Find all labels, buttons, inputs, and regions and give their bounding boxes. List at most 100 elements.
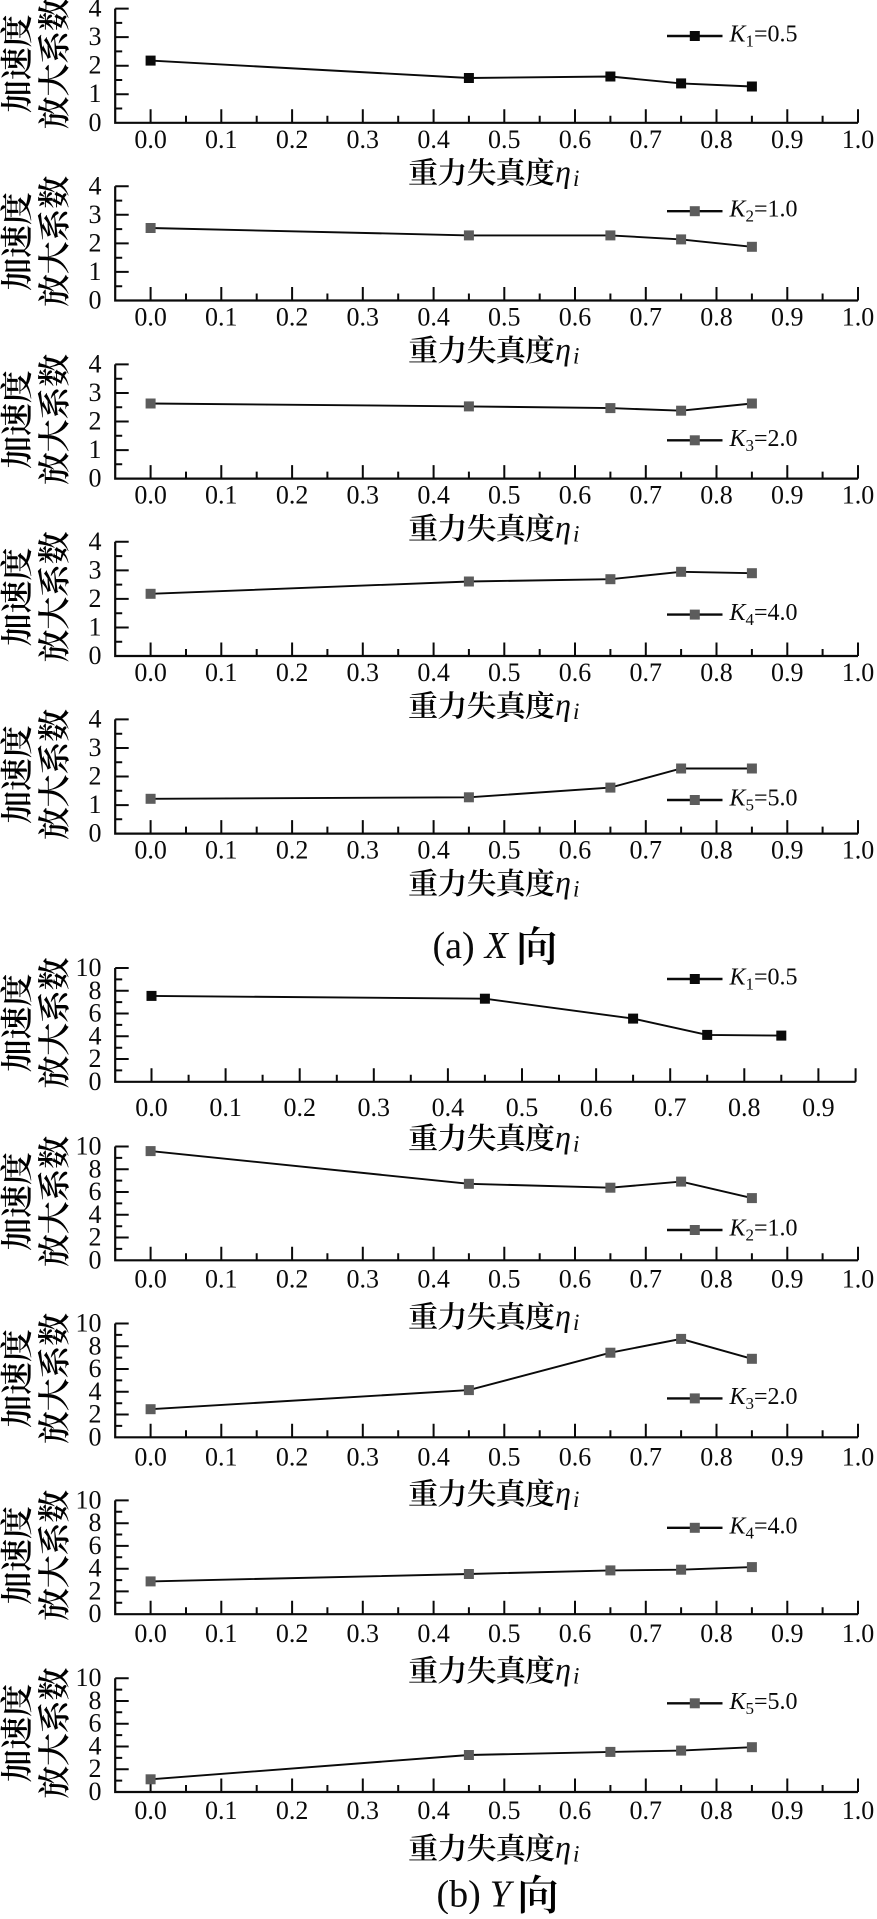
svg-text:4: 4 <box>89 1554 102 1583</box>
svg-text:0.6: 0.6 <box>559 1796 592 1825</box>
svg-text:0.3: 0.3 <box>347 1619 380 1648</box>
svg-text:1: 1 <box>89 79 102 108</box>
svg-text:0.0: 0.0 <box>134 1796 167 1825</box>
svg-text:2: 2 <box>89 1576 102 1605</box>
svg-text:(b): (b) <box>437 1874 481 1915</box>
svg-text:1.0: 1.0 <box>842 1619 875 1648</box>
svg-text:1: 1 <box>89 790 102 819</box>
svg-text:2: 2 <box>89 1400 102 1429</box>
svg-text:0.7: 0.7 <box>630 1796 663 1825</box>
svg-text:0.4: 0.4 <box>417 1796 450 1825</box>
svg-text:2: 2 <box>89 762 102 791</box>
svg-text:K5=5.0: K5=5.0 <box>729 1689 798 1718</box>
svg-text:0.5: 0.5 <box>506 1093 539 1122</box>
svg-text:6: 6 <box>89 1354 102 1383</box>
svg-text:4: 4 <box>89 1200 102 1229</box>
svg-text:0: 0 <box>89 1245 102 1274</box>
svg-text:0.2: 0.2 <box>283 1093 316 1122</box>
svg-text:0.4: 0.4 <box>417 658 450 687</box>
svg-text:0: 0 <box>89 819 102 848</box>
svg-text:2: 2 <box>89 584 102 613</box>
svg-text:4: 4 <box>89 171 102 200</box>
svg-text:8: 8 <box>89 1686 102 1715</box>
svg-text:4: 4 <box>89 1021 102 1050</box>
svg-text:0.4: 0.4 <box>417 1442 450 1471</box>
svg-text:3: 3 <box>89 378 102 407</box>
svg-text:6: 6 <box>89 999 102 1028</box>
svg-text:0.5: 0.5 <box>488 125 521 154</box>
svg-text:1.0: 1.0 <box>842 1796 875 1825</box>
svg-text:0.3: 0.3 <box>358 1093 391 1122</box>
svg-text:0.3: 0.3 <box>347 1442 380 1471</box>
svg-text:0.3: 0.3 <box>347 1796 380 1825</box>
svg-text:2: 2 <box>89 228 102 257</box>
svg-text:0.2: 0.2 <box>276 1442 309 1471</box>
svg-text:8: 8 <box>89 976 102 1005</box>
svg-text:0.2: 0.2 <box>276 658 309 687</box>
svg-text:0.6: 0.6 <box>559 481 592 510</box>
svg-text:0.7: 0.7 <box>630 1619 663 1648</box>
svg-text:0.6: 0.6 <box>559 125 592 154</box>
svg-text:0.8: 0.8 <box>728 1093 761 1122</box>
svg-text:0.6: 0.6 <box>559 658 592 687</box>
svg-text:0.0: 0.0 <box>134 481 167 510</box>
svg-text:0.3: 0.3 <box>347 658 380 687</box>
svg-text:10: 10 <box>76 1663 102 1692</box>
svg-text:0.2: 0.2 <box>276 125 309 154</box>
svg-text:10: 10 <box>76 1132 102 1161</box>
svg-text:3: 3 <box>89 200 102 229</box>
svg-text:3: 3 <box>89 555 102 584</box>
svg-text:1: 1 <box>89 613 102 642</box>
svg-text:0.1: 0.1 <box>205 658 238 687</box>
svg-text:0.2: 0.2 <box>276 1264 309 1293</box>
svg-text:0.3: 0.3 <box>347 303 380 332</box>
svg-text:(a): (a) <box>433 925 475 967</box>
svg-text:0.1: 0.1 <box>205 481 238 510</box>
svg-text:0.0: 0.0 <box>134 125 167 154</box>
svg-text:0.6: 0.6 <box>559 836 592 865</box>
svg-text:0.0: 0.0 <box>135 1093 168 1122</box>
svg-text:K4=4.0: K4=4.0 <box>729 1513 798 1542</box>
svg-text:1.0: 1.0 <box>842 1264 875 1293</box>
svg-text:2: 2 <box>89 407 102 436</box>
svg-text:0.1: 0.1 <box>205 836 238 865</box>
svg-text:0.8: 0.8 <box>700 481 733 510</box>
svg-text:0: 0 <box>89 1067 102 1096</box>
svg-text:0: 0 <box>89 1599 102 1628</box>
svg-text:K2=1.0: K2=1.0 <box>729 197 798 226</box>
svg-text:0.3: 0.3 <box>347 125 380 154</box>
svg-text:3: 3 <box>89 22 102 51</box>
svg-text:4: 4 <box>89 1377 102 1406</box>
svg-text:2: 2 <box>89 1754 102 1783</box>
svg-text:0: 0 <box>89 1777 102 1806</box>
svg-text:0.0: 0.0 <box>134 658 167 687</box>
svg-text:0.5: 0.5 <box>488 1619 521 1648</box>
svg-text:0.3: 0.3 <box>347 836 380 865</box>
svg-text:0.5: 0.5 <box>488 303 521 332</box>
svg-text:6: 6 <box>89 1531 102 1560</box>
svg-text:0: 0 <box>89 1422 102 1451</box>
svg-text:0.4: 0.4 <box>417 125 450 154</box>
svg-text:6: 6 <box>89 1709 102 1738</box>
svg-text:0.7: 0.7 <box>630 303 663 332</box>
svg-text:0.6: 0.6 <box>559 303 592 332</box>
svg-text:0.6: 0.6 <box>559 1619 592 1648</box>
svg-text:0.1: 0.1 <box>205 1619 238 1648</box>
svg-text:0.0: 0.0 <box>134 303 167 332</box>
svg-text:8: 8 <box>89 1508 102 1537</box>
svg-text:10: 10 <box>76 953 102 982</box>
svg-text:0.8: 0.8 <box>700 836 733 865</box>
svg-text:0.5: 0.5 <box>488 658 521 687</box>
svg-text:2: 2 <box>89 51 102 80</box>
svg-text:1.0: 1.0 <box>842 125 875 154</box>
svg-text:10: 10 <box>76 1485 102 1514</box>
svg-text:0.1: 0.1 <box>205 1796 238 1825</box>
svg-text:0.9: 0.9 <box>802 1093 835 1122</box>
svg-text:0.1: 0.1 <box>209 1093 242 1122</box>
svg-text:0.6: 0.6 <box>559 1264 592 1293</box>
svg-text:K2=1.0: K2=1.0 <box>729 1216 798 1245</box>
svg-text:0.4: 0.4 <box>417 481 450 510</box>
svg-text:0.4: 0.4 <box>417 303 450 332</box>
svg-text:0.4: 0.4 <box>417 836 450 865</box>
svg-text:0.1: 0.1 <box>205 1442 238 1471</box>
